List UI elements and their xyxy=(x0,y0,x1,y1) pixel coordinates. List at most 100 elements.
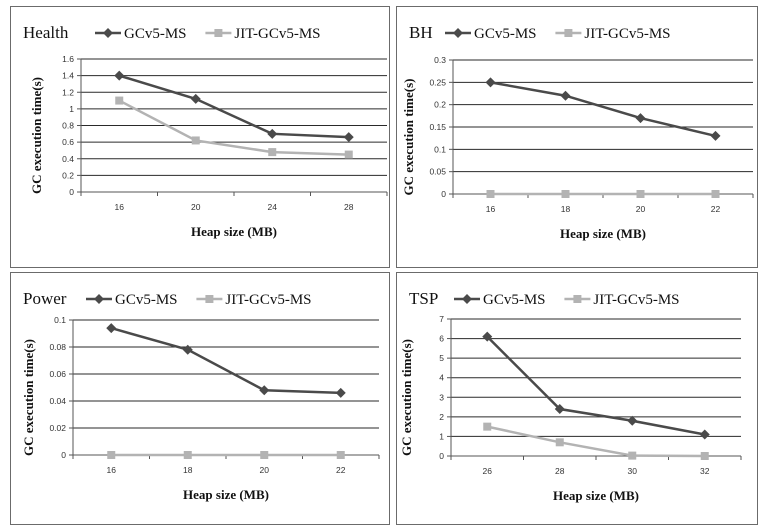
series-jit-gcv5-ms xyxy=(486,190,720,198)
series-line xyxy=(490,81,716,138)
y-axis-label: GC execution time(s) xyxy=(401,79,416,196)
y-axis-label: GC execution time(s) xyxy=(21,339,36,456)
data-point xyxy=(182,344,193,355)
series-line xyxy=(486,425,705,458)
x-tick-label: 16 xyxy=(115,202,125,212)
x-tick-label: 16 xyxy=(107,465,117,475)
x-tick-label: 28 xyxy=(555,466,565,476)
y-tick-label: 0 xyxy=(61,450,66,460)
data-point xyxy=(711,190,720,198)
y-tick-label: 0.25 xyxy=(429,77,446,87)
x-tick-label: 30 xyxy=(628,466,638,476)
series-jit-gcv5-ms xyxy=(483,422,709,460)
data-point xyxy=(335,387,346,398)
series-gcv5-ms xyxy=(106,323,346,398)
data-point xyxy=(191,136,200,145)
data-point xyxy=(555,438,564,447)
series-jit-gcv5-ms xyxy=(115,96,353,159)
data-point xyxy=(115,96,124,105)
y-tick-label: 2 xyxy=(439,412,444,422)
y-tick-label: 0.08 xyxy=(49,342,66,352)
chart-panel-health: Health GCv5-MS JIT-GCv5-MS 0 0.2 0.4 0.6 0.8 1 1.… xyxy=(10,6,390,268)
x-tick-label: 20 xyxy=(260,465,270,475)
data-point xyxy=(636,190,645,198)
x-axis-label: Heap size (MB) xyxy=(553,488,639,503)
y-tick-label: 0.02 xyxy=(49,423,66,433)
data-point xyxy=(486,190,495,198)
chart-svg: BH GCv5-MS JIT-GCv5-MS 0 0.05 0.1 0.15 0.2 0.25 0… xyxy=(401,23,754,241)
data-point xyxy=(190,93,201,104)
y-tick-label: 0.3 xyxy=(434,55,446,65)
series-line xyxy=(110,326,341,395)
y-tick-label: 4 xyxy=(439,373,444,383)
chart-title: Power xyxy=(23,289,67,308)
y-tick-label: 1.6 xyxy=(62,54,74,64)
data-point xyxy=(699,429,710,440)
y-tick-label: 0.4 xyxy=(62,154,74,164)
legend-label: JIT-GCv5-MS xyxy=(593,292,679,308)
legend-marker xyxy=(573,295,582,303)
chart-svg: Power GCv5-MS JIT-GCv5-MS 0 0.02 0.04 0.06 0.08… xyxy=(21,289,380,502)
data-point xyxy=(183,451,192,459)
chart-panel-power: Power GCv5-MS JIT-GCv5-MS 0 0.02 0.04 0.06 0.08… xyxy=(10,272,390,525)
legend-marker xyxy=(214,29,223,37)
data-point xyxy=(259,385,270,396)
legend-marker xyxy=(564,29,573,37)
legend-marker xyxy=(94,294,104,304)
legend-label: JIT-GCv5-MS xyxy=(225,292,311,308)
data-point xyxy=(483,422,492,431)
x-tick-label: 28 xyxy=(344,202,354,212)
legend-marker xyxy=(103,28,113,38)
chart-panel-tsp: TSP GCv5-MS JIT-GCv5-MS 0 1 2 3 4 5 6 7 26 28 30 32 Hea… xyxy=(396,272,758,525)
y-tick-label: 7 xyxy=(439,314,444,324)
legend-entry: GCv5-MS xyxy=(454,292,546,308)
x-tick-label: 16 xyxy=(486,204,496,214)
chart-panel-bh: BH GCv5-MS JIT-GCv5-MS 0 0.05 0.1 0.15 0.2 0.25 0… xyxy=(396,6,758,268)
x-tick-label: 20 xyxy=(636,204,646,214)
y-tick-label: 0 xyxy=(441,189,446,199)
data-point xyxy=(554,404,565,415)
data-point xyxy=(343,132,354,143)
y-tick-label: 0.8 xyxy=(62,121,74,131)
data-point xyxy=(260,451,269,459)
legend-label: GCv5-MS xyxy=(483,292,546,308)
x-tick-label: 18 xyxy=(561,204,571,214)
data-point xyxy=(561,190,570,198)
y-tick-label: 1.4 xyxy=(62,71,74,81)
x-tick-label: 20 xyxy=(191,202,201,212)
y-tick-label: 0.04 xyxy=(49,396,66,406)
y-tick-label: 0.1 xyxy=(54,315,66,325)
chart-title: BH xyxy=(409,23,433,42)
y-tick-label: 0.1 xyxy=(434,144,446,154)
y-tick-label: 0.05 xyxy=(429,167,446,177)
data-point xyxy=(336,451,345,459)
series-gcv5-ms xyxy=(485,77,721,141)
legend-entry: GCv5-MS xyxy=(445,26,537,42)
legend-label: GCv5-MS xyxy=(124,26,187,42)
x-tick-label: 22 xyxy=(711,204,721,214)
series-jit-gcv5-ms xyxy=(107,451,345,459)
series-line xyxy=(118,99,349,156)
chart-title: Health xyxy=(23,23,69,42)
legend-entry: JIT-GCv5-MS xyxy=(564,292,680,308)
data-point xyxy=(344,150,353,159)
chart-svg: Health GCv5-MS JIT-GCv5-MS 0 0.2 0.4 0.6 0.8 1 1.… xyxy=(23,23,388,239)
y-axis-label: GC execution time(s) xyxy=(29,77,44,194)
y-tick-label: 3 xyxy=(439,392,444,402)
y-tick-label: 0.15 xyxy=(429,122,446,132)
y-tick-label: 0 xyxy=(69,187,74,197)
legend-entry: GCv5-MS xyxy=(95,26,187,42)
y-tick-label: 0.2 xyxy=(434,100,446,110)
x-axis-label: Heap size (MB) xyxy=(560,226,646,241)
series-line xyxy=(118,74,349,139)
data-point xyxy=(114,70,125,81)
data-point xyxy=(268,148,277,157)
y-tick-label: 0.06 xyxy=(49,369,66,379)
data-point xyxy=(482,331,493,342)
legend-label: GCv5-MS xyxy=(115,292,178,308)
y-tick-label: 6 xyxy=(439,334,444,344)
data-point xyxy=(267,128,278,139)
legend-entry: JIT-GCv5-MS xyxy=(205,26,321,42)
data-point xyxy=(106,323,117,334)
